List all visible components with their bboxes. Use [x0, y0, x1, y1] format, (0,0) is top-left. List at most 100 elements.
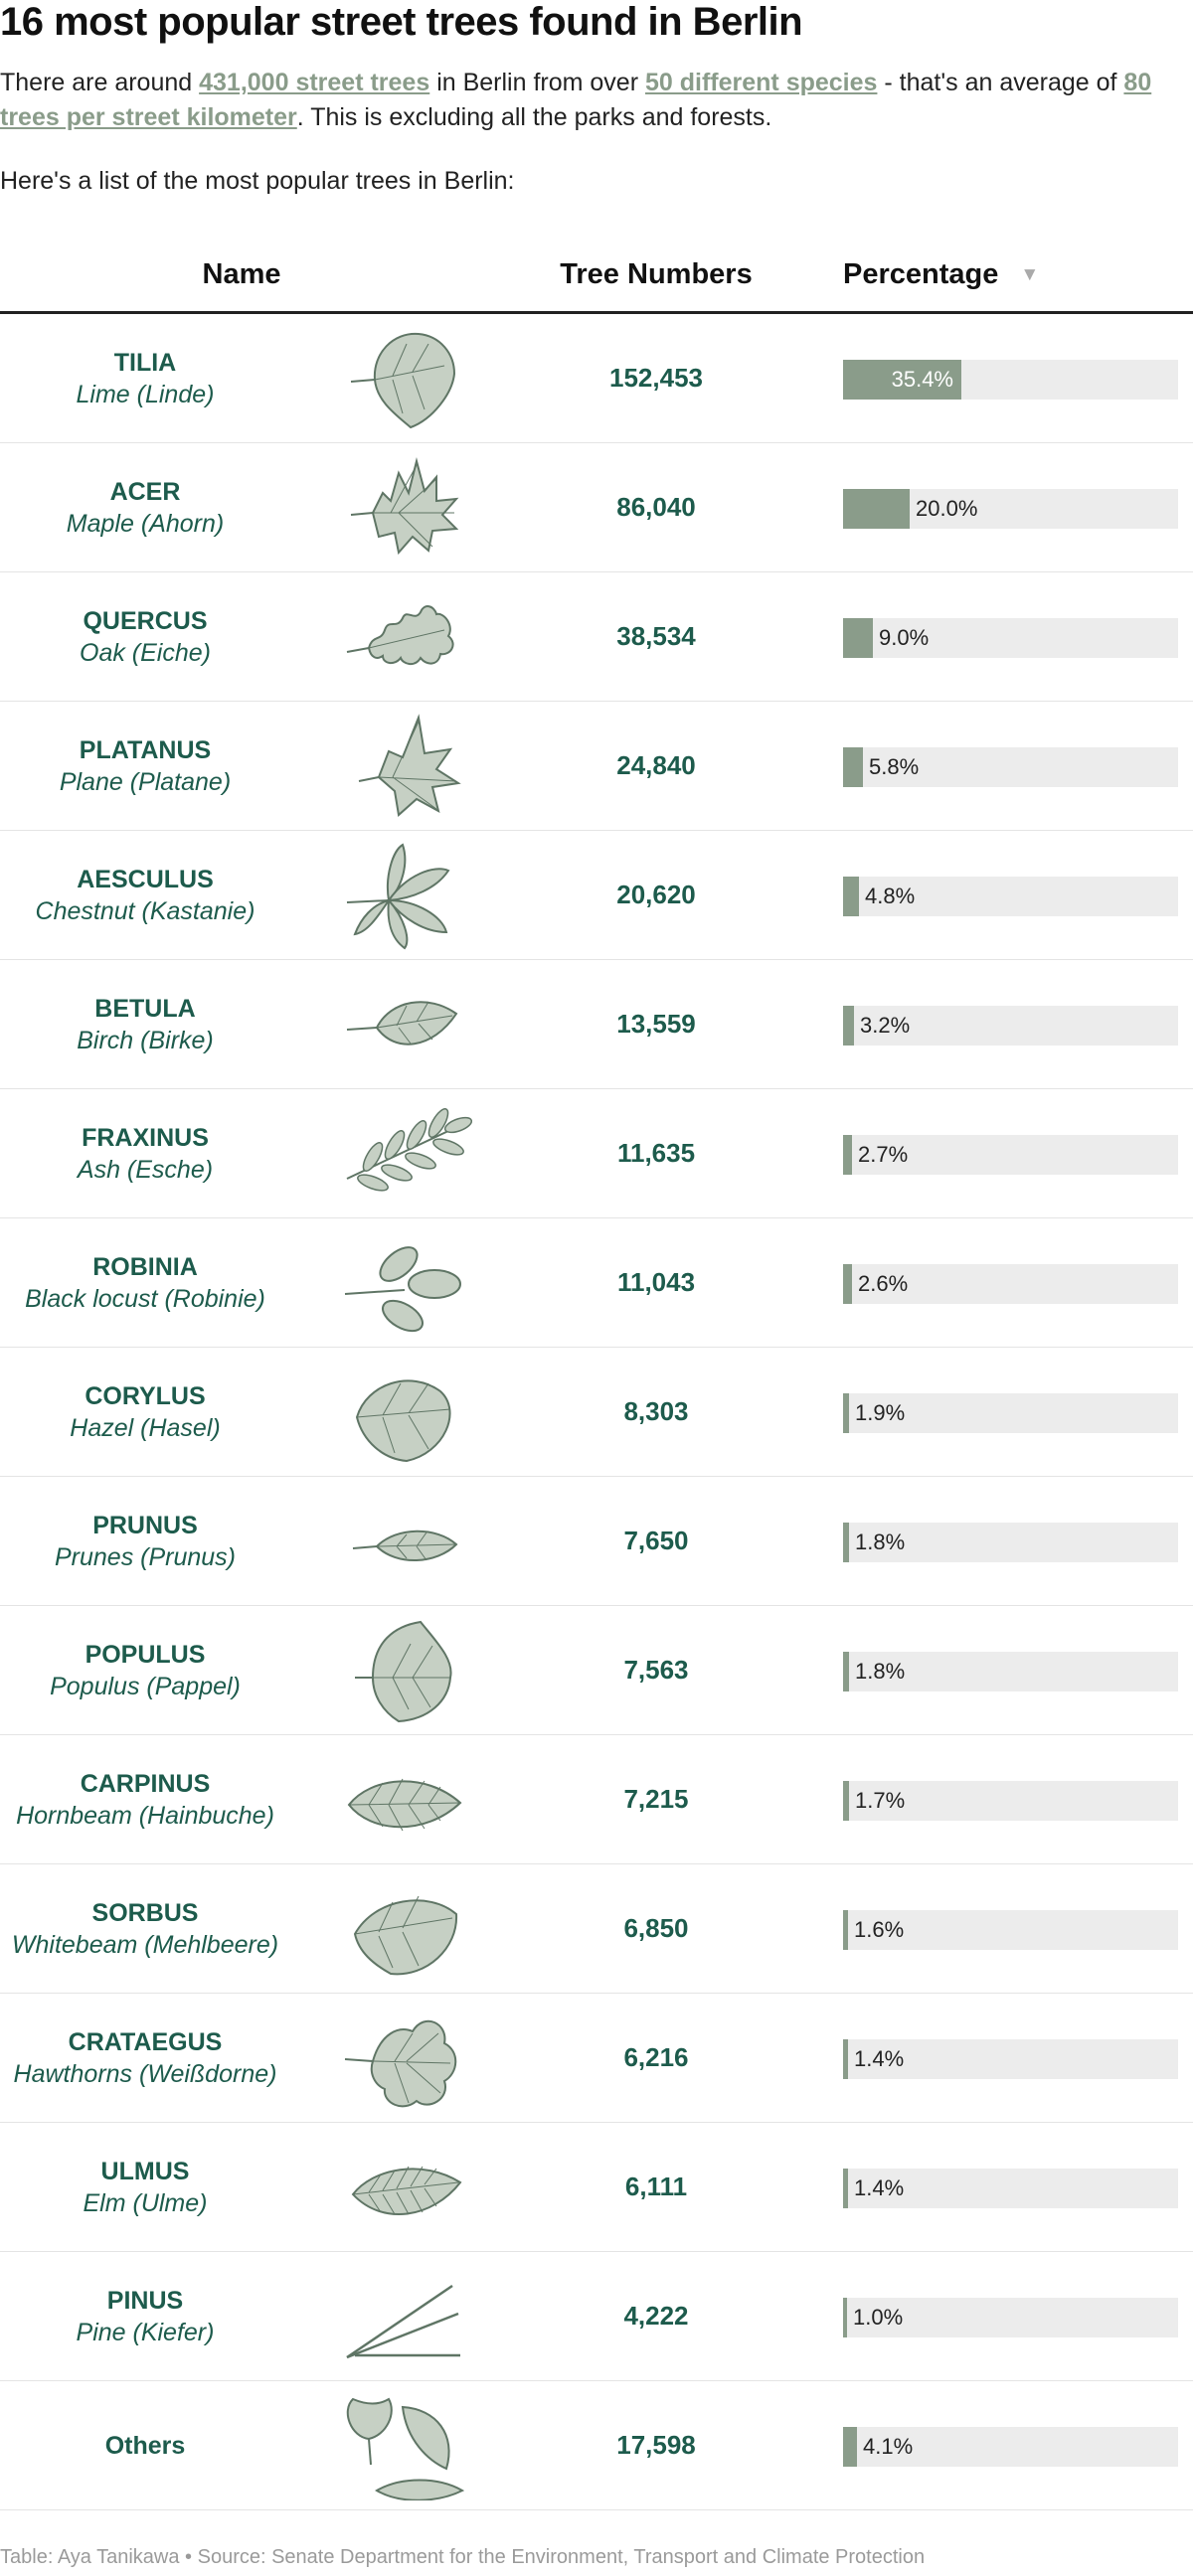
name-cell: QUERCUS Oak (Eiche)	[0, 572, 290, 701]
percentage-bar-track: 2.7%	[843, 1135, 1178, 1175]
tree-number: 6,850	[623, 1913, 689, 1943]
name-cell: CARPINUS Hornbeam (Hainbuche)	[0, 1735, 290, 1863]
name-column-header[interactable]: Name	[202, 258, 281, 290]
percentage-label: 1.8%	[855, 1659, 906, 1684]
row-genus: ULMUS	[100, 2157, 190, 2185]
percentage-label: 4.1%	[863, 2434, 914, 2459]
intro-text-3: - that's an average of	[877, 69, 1124, 96]
percentage-bar-fill	[843, 1006, 854, 1046]
percentage-label: 1.4%	[854, 2175, 905, 2200]
tree-number: 7,650	[623, 1526, 689, 1555]
row-genus: PRUNUS	[92, 1511, 198, 1539]
plane-leaf-icon	[333, 712, 472, 821]
name-cell: CRATAEGUS Hawthorns (Weißdorne)	[0, 1994, 290, 2122]
percentage-bar-track: 20.0%	[843, 489, 1178, 529]
tree-number: 20,620	[616, 880, 696, 909]
table-row: CARPINUS Hornbeam (Hainbuche) 7,215 1.7%	[0, 1735, 1193, 1864]
tree-numbers-column-header[interactable]: Tree Numbers	[560, 258, 753, 290]
row-genus: BETULA	[94, 994, 196, 1023]
tree-number: 11,635	[616, 1138, 696, 1168]
percentage-bar-fill	[843, 360, 961, 400]
tree-number: 7,215	[623, 1784, 689, 1814]
list-intro: Here's a list of the most popular trees …	[0, 167, 515, 195]
tree-number: 7,563	[623, 1655, 689, 1685]
percentage-label: 3.2%	[860, 1013, 911, 1038]
row-common-name: Populus (Pappel)	[50, 1672, 241, 1700]
tree-number: 86,040	[616, 492, 696, 522]
ash-leaf-icon	[333, 1099, 473, 1208]
row-genus: AESCULUS	[77, 865, 214, 893]
row-common-name: Prunes (Prunus)	[54, 1542, 237, 1571]
tree-number: 17,598	[616, 2430, 696, 2460]
row-genus: POPULUS	[85, 1640, 206, 1669]
hazel-leaf-icon	[333, 1358, 472, 1467]
row-common-name: Pine (Kiefer)	[76, 2318, 215, 2346]
percentage-label: 9.0%	[879, 625, 930, 650]
percentage-label: 1.9%	[855, 1400, 906, 1425]
row-genus: CARPINUS	[80, 1769, 211, 1798]
table-row: CRATAEGUS Hawthorns (Weißdorne) 6,216 1.…	[0, 1994, 1193, 2123]
name-cell: ACER Maple (Ahorn)	[0, 443, 290, 571]
percentage-bar-track: 3.2%	[843, 1006, 1178, 1046]
table-row: POPULUS Populus (Pappel) 7,563 1.8%	[0, 1606, 1193, 1735]
hornbeam-leaf-icon	[333, 1745, 472, 1854]
percentage-label: 5.8%	[869, 754, 920, 779]
sort-down-icon[interactable]: ▼	[1020, 264, 1040, 285]
whitebeam-leaf-icon	[333, 1874, 472, 1984]
percentage-bar-track: 1.7%	[843, 1781, 1178, 1821]
elm-leaf-icon	[333, 2133, 472, 2242]
table-row: FRAXINUS Ash (Esche) 11,635 2.7%	[0, 1089, 1193, 1218]
row-genus: SORBUS	[91, 1898, 199, 1927]
table-row: QUERCUS Oak (Eiche) 38,534 9.0%	[0, 572, 1193, 702]
row-common-name: Maple (Ahorn)	[66, 509, 225, 538]
prunus-leaf-icon	[333, 1487, 472, 1596]
chestnut-leaf-icon	[333, 841, 472, 950]
maple-leaf-icon	[333, 453, 472, 563]
pine-needles-icon	[333, 2262, 472, 2371]
percentage-bar-track: 1.4%	[843, 2169, 1178, 2208]
row-label: Others	[104, 2431, 186, 2460]
name-cell: PLATANUS Plane (Platane)	[0, 702, 290, 830]
street-trees-link[interactable]: 431,000 street trees	[199, 69, 430, 96]
table-row: CORYLUS Hazel (Hasel) 8,303 1.9%	[0, 1348, 1193, 1477]
tree-number: 4,222	[623, 2301, 689, 2331]
table-row: BETULA Birch (Birke) 13,559 3.2%	[0, 960, 1193, 1089]
name-cell: ULMUS Elm (Ulme)	[0, 2123, 290, 2251]
species-link[interactable]: 50 different species	[645, 69, 878, 96]
tree-number: 6,111	[624, 2172, 688, 2201]
tree-number: 6,216	[623, 2042, 689, 2072]
row-common-name: Ash (Esche)	[77, 1155, 214, 1184]
percentage-bar-track: 4.1%	[843, 2427, 1178, 2467]
tree-number: 38,534	[616, 621, 696, 651]
table-row: PLATANUS Plane (Platane) 24,840 5.8%	[0, 702, 1193, 831]
oak-leaf-icon	[333, 582, 472, 692]
row-genus: QUERCUS	[83, 606, 208, 635]
name-cell: BETULA Birch (Birke)	[0, 960, 290, 1088]
percentage-label: 2.7%	[858, 1142, 909, 1167]
row-genus: CORYLUS	[85, 1381, 206, 1410]
row-genus: FRAXINUS	[82, 1123, 209, 1152]
table-row: PRUNUS Prunes (Prunus) 7,650 1.8%	[0, 1477, 1193, 1606]
birch-leaf-icon	[333, 970, 472, 1079]
table-row: TILIA Lime (Linde) 152,453 35.4%	[0, 314, 1193, 443]
percentage-bar-track: 5.8%	[843, 747, 1178, 787]
name-cell: AESCULUS Chestnut (Kastanie)	[0, 831, 290, 959]
percentage-label: 1.8%	[855, 1530, 906, 1554]
row-common-name: Hazel (Hasel)	[70, 1413, 221, 1442]
percentage-column-header[interactable]: Percentage ▼	[843, 258, 1039, 291]
percentage-bar-fill	[843, 2039, 848, 2079]
intro-paragraph: There are around 431,000 street trees in…	[0, 66, 1193, 135]
percentage-bar-track: 1.4%	[843, 2039, 1178, 2079]
intro-text-4: . This is excluding all the parks and fo…	[296, 103, 772, 131]
trees-per-km-link[interactable]: 80 trees per street kilometer	[0, 69, 1152, 131]
name-cell: TILIA Lime (Linde)	[0, 314, 290, 442]
hawthorn-leaf-icon	[333, 2004, 472, 2113]
row-common-name: Black locust (Robinie)	[25, 1284, 265, 1313]
percentage-label: 2.6%	[858, 1271, 909, 1296]
row-common-name: Whitebeam (Mehlbeere)	[11, 1930, 279, 1959]
row-genus: CRATAEGUS	[68, 2027, 223, 2056]
name-cell: ROBINIA Black locust (Robinie)	[0, 1218, 290, 1347]
percentage-bar-track: 1.9%	[843, 1393, 1178, 1433]
percentage-bar-track: 9.0%	[843, 618, 1178, 658]
